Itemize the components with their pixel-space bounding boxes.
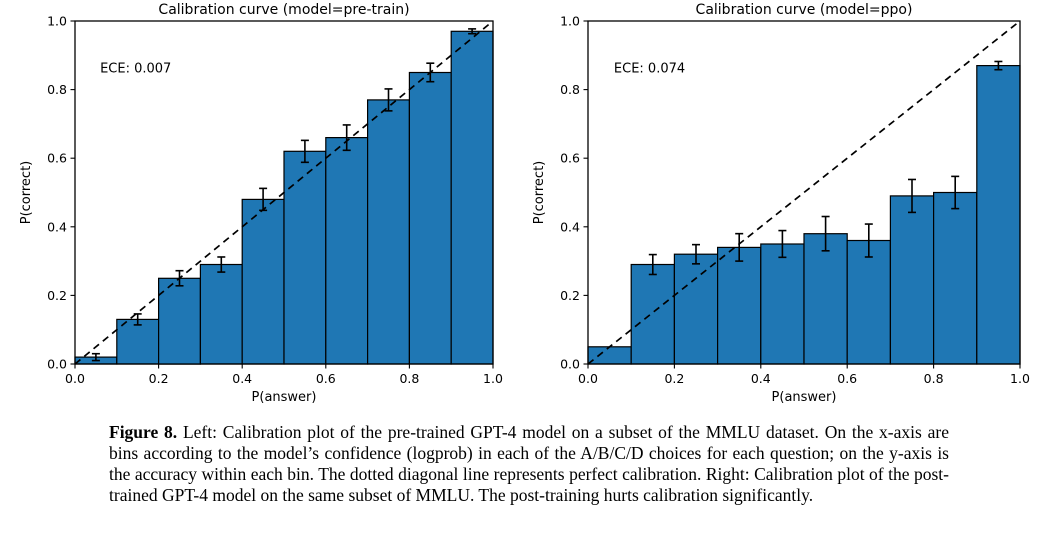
calibration-bar bbox=[803, 233, 848, 365]
caption-figure-label: Figure 8. bbox=[109, 422, 178, 442]
calibration-bar bbox=[630, 263, 675, 365]
calibration-bar bbox=[846, 239, 892, 365]
perfect-calibration-line bbox=[74, 20, 494, 365]
ece-annotation: ECE: 0.074 bbox=[614, 61, 685, 76]
calibration-bar bbox=[367, 99, 411, 365]
caption-text: Left: Calibration plot of the pre-traine… bbox=[109, 422, 949, 505]
calibration-bar bbox=[889, 195, 935, 365]
y-axis-label: P(correct) bbox=[532, 161, 547, 225]
x-tick-label: 0.8 bbox=[399, 371, 419, 386]
x-tick-label: 0.6 bbox=[316, 371, 336, 386]
y-tick-label: 0.8 bbox=[560, 82, 580, 97]
x-axis-label: P(answer) bbox=[252, 390, 317, 405]
y-tick-label: 0.4 bbox=[47, 219, 67, 234]
calibration-bar bbox=[325, 137, 369, 365]
calibration-bar bbox=[717, 246, 762, 365]
y-axis: 0.0 0.2 0.4 0.6 0.8 1.0 bbox=[47, 14, 75, 372]
calibration-bar bbox=[760, 243, 805, 365]
x-tick-label: 1.0 bbox=[483, 371, 503, 386]
chart-box-ppo: 0.0 0.2 0.4 0.6 0.8 1.0 0.0 0.2 0.4 0.6 0.8 1.0 P(an… bbox=[527, 0, 1054, 412]
calibration-bar bbox=[976, 64, 1021, 365]
y-tick-label: 0.4 bbox=[560, 219, 580, 234]
charts-row: 0.0 0.2 0.4 0.6 0.8 1.0 0.0 0.2 0.4 0.6 0.8 1.0 P(an… bbox=[0, 0, 1054, 412]
calibration-bar bbox=[408, 71, 452, 365]
y-tick-label: 1.0 bbox=[47, 14, 67, 29]
x-tick-label: 0.8 bbox=[924, 371, 944, 386]
calibration-bar bbox=[283, 150, 327, 365]
y-tick-label: 0.0 bbox=[560, 357, 580, 372]
perfect-calibration-line bbox=[587, 20, 1021, 365]
x-axis-label: P(answer) bbox=[772, 390, 837, 405]
x-tick-label: 1.0 bbox=[1010, 371, 1030, 386]
bars-group bbox=[587, 64, 1021, 365]
chart-title: Calibration curve (model=ppo) bbox=[696, 2, 913, 18]
x-axis: 0.0 0.2 0.4 0.6 0.8 1.0 bbox=[578, 364, 1030, 386]
calibration-bar bbox=[158, 277, 202, 365]
y-tick-label: 0.8 bbox=[47, 82, 67, 97]
y-axis: 0.0 0.2 0.4 0.6 0.8 1.0 bbox=[560, 14, 588, 372]
x-tick-label: 0.4 bbox=[751, 371, 771, 386]
y-axis-label: P(correct) bbox=[19, 161, 34, 225]
plot-frame bbox=[74, 20, 494, 365]
x-tick-label: 0.2 bbox=[664, 371, 684, 386]
calibration-bar bbox=[587, 346, 632, 365]
error-bars-group bbox=[648, 60, 1003, 276]
y-tick-label: 0.2 bbox=[47, 288, 67, 303]
chart-box-pretrain: 0.0 0.2 0.4 0.6 0.8 1.0 0.0 0.2 0.4 0.6 0.8 1.0 P(an… bbox=[0, 0, 527, 412]
y-tick-label: 1.0 bbox=[560, 14, 580, 29]
chart-title: Calibration curve (model=pre-train) bbox=[158, 2, 409, 18]
x-axis: 0.0 0.2 0.4 0.6 0.8 1.0 bbox=[65, 364, 503, 386]
y-tick-label: 0.6 bbox=[560, 151, 580, 166]
calibration-chart-ppo: 0.0 0.2 0.4 0.6 0.8 1.0 0.0 0.2 0.4 0.6 0.8 1.0 P(an… bbox=[532, 2, 1030, 405]
plot-frame bbox=[587, 20, 1021, 365]
x-tick-label: 0.2 bbox=[149, 371, 169, 386]
y-tick-label: 0.6 bbox=[47, 151, 67, 166]
calibration-bar bbox=[450, 30, 494, 365]
x-tick-label: 0.4 bbox=[232, 371, 252, 386]
calibration-chart-pretrain: 0.0 0.2 0.4 0.6 0.8 1.0 0.0 0.2 0.4 0.6 0.8 1.0 P(an… bbox=[19, 2, 503, 405]
x-tick-label: 0.0 bbox=[578, 371, 598, 386]
calibration-bar bbox=[933, 191, 978, 365]
calibration-bar bbox=[116, 318, 160, 365]
y-tick-label: 0.0 bbox=[47, 357, 67, 372]
x-tick-label: 0.6 bbox=[837, 371, 857, 386]
calibration-bar bbox=[241, 198, 285, 365]
calibration-bar bbox=[199, 263, 243, 365]
y-tick-label: 0.2 bbox=[560, 288, 580, 303]
ece-annotation: ECE: 0.007 bbox=[100, 61, 171, 76]
figure-caption: Figure 8. Left: Calibration plot of the … bbox=[109, 422, 949, 506]
x-tick-label: 0.0 bbox=[65, 371, 85, 386]
calibration-bar bbox=[673, 253, 719, 365]
